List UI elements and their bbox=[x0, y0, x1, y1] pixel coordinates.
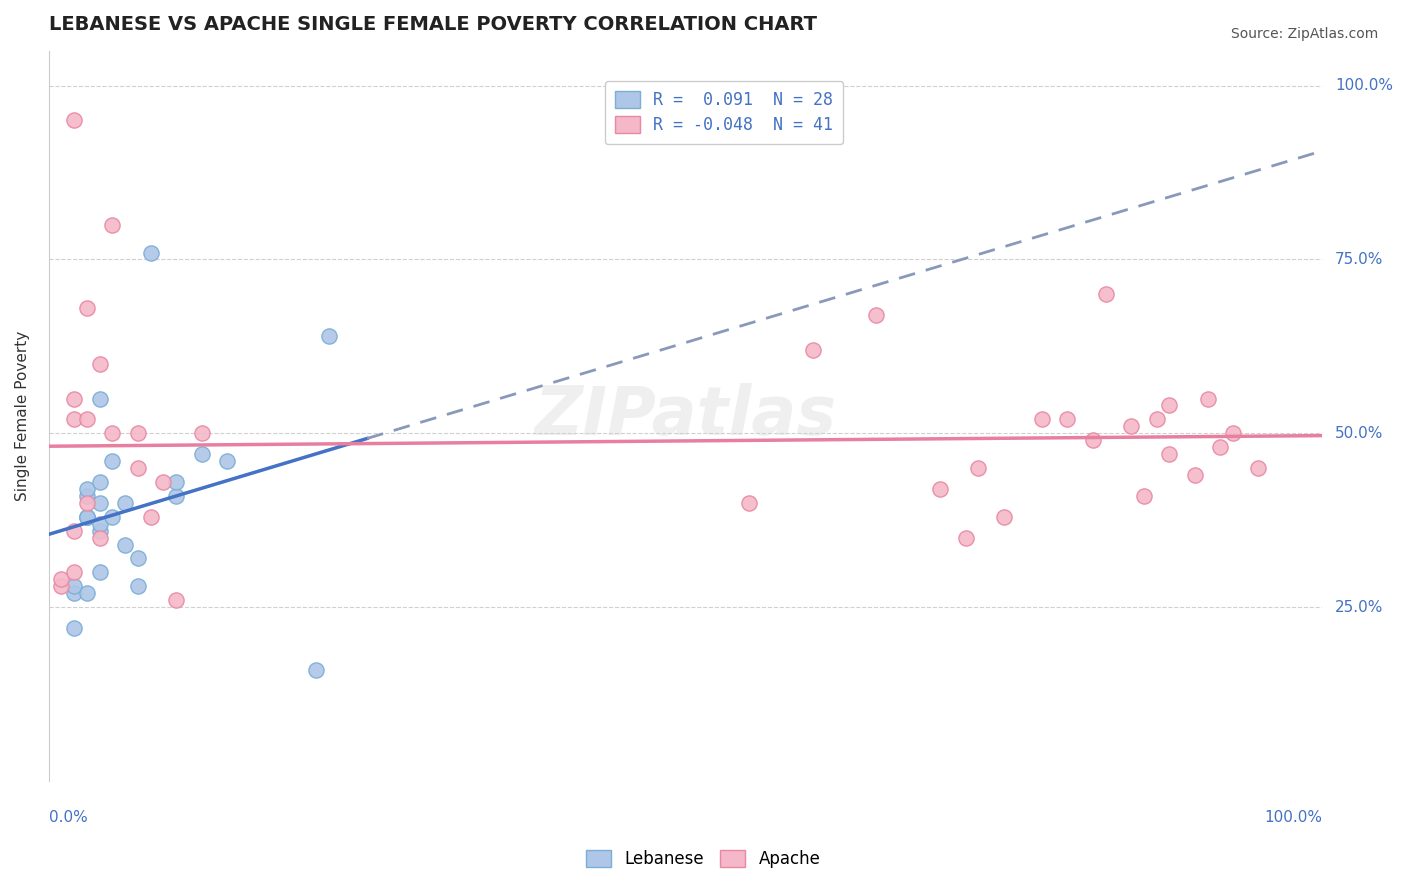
Y-axis label: Single Female Poverty: Single Female Poverty bbox=[15, 331, 30, 501]
Text: 100.0%: 100.0% bbox=[1264, 810, 1322, 825]
Point bbox=[127, 461, 149, 475]
Text: LEBANESE VS APACHE SINGLE FEMALE POVERTY CORRELATION CHART: LEBANESE VS APACHE SINGLE FEMALE POVERTY… bbox=[49, 15, 817, 34]
Point bbox=[1119, 419, 1142, 434]
Point bbox=[152, 475, 174, 489]
Point bbox=[801, 343, 824, 357]
Legend: R =  0.091  N = 28, R = -0.048  N = 41: R = 0.091 N = 28, R = -0.048 N = 41 bbox=[605, 81, 844, 145]
Point bbox=[165, 475, 187, 489]
Point bbox=[76, 482, 98, 496]
Point bbox=[993, 509, 1015, 524]
Text: 50.0%: 50.0% bbox=[1334, 425, 1384, 441]
Point bbox=[89, 566, 111, 580]
Point bbox=[63, 524, 86, 538]
Point bbox=[738, 496, 761, 510]
Point bbox=[101, 218, 124, 232]
Point bbox=[114, 538, 136, 552]
Point bbox=[865, 308, 887, 322]
Point bbox=[63, 392, 86, 406]
Point bbox=[63, 113, 86, 128]
Point bbox=[89, 475, 111, 489]
Point bbox=[190, 426, 212, 441]
Point bbox=[101, 509, 124, 524]
Point bbox=[215, 454, 238, 468]
Point bbox=[63, 579, 86, 593]
Point bbox=[1197, 392, 1219, 406]
Point bbox=[1209, 440, 1232, 454]
Text: 25.0%: 25.0% bbox=[1334, 599, 1384, 615]
Point bbox=[1247, 461, 1270, 475]
Point bbox=[1159, 399, 1181, 413]
Point bbox=[63, 566, 86, 580]
Point bbox=[76, 509, 98, 524]
Point bbox=[127, 426, 149, 441]
Point bbox=[63, 621, 86, 635]
Point bbox=[1094, 287, 1116, 301]
Legend: Lebanese, Apache: Lebanese, Apache bbox=[579, 843, 827, 875]
Text: 75.0%: 75.0% bbox=[1334, 252, 1384, 267]
Point bbox=[76, 496, 98, 510]
Point bbox=[51, 579, 73, 593]
Point bbox=[114, 496, 136, 510]
Point bbox=[51, 572, 73, 586]
Point bbox=[305, 663, 328, 677]
Point bbox=[89, 357, 111, 371]
Point bbox=[76, 586, 98, 600]
Point bbox=[101, 454, 124, 468]
Point bbox=[127, 579, 149, 593]
Text: ZIPatlas: ZIPatlas bbox=[534, 383, 837, 449]
Text: Source: ZipAtlas.com: Source: ZipAtlas.com bbox=[1230, 27, 1378, 41]
Point bbox=[929, 482, 952, 496]
Point bbox=[89, 516, 111, 531]
Point bbox=[1159, 447, 1181, 461]
Point bbox=[1184, 468, 1206, 483]
Point bbox=[89, 524, 111, 538]
Point bbox=[101, 426, 124, 441]
Point bbox=[1056, 412, 1078, 426]
Point bbox=[89, 392, 111, 406]
Point bbox=[63, 586, 86, 600]
Point bbox=[76, 412, 98, 426]
Point bbox=[1133, 489, 1156, 503]
Point bbox=[1081, 434, 1104, 448]
Point bbox=[89, 496, 111, 510]
Point bbox=[318, 329, 340, 343]
Text: 100.0%: 100.0% bbox=[1334, 78, 1393, 93]
Point bbox=[63, 412, 86, 426]
Point bbox=[76, 489, 98, 503]
Point bbox=[139, 509, 162, 524]
Point bbox=[139, 245, 162, 260]
Text: 0.0%: 0.0% bbox=[49, 810, 87, 825]
Point bbox=[76, 301, 98, 315]
Point bbox=[190, 447, 212, 461]
Point bbox=[1146, 412, 1168, 426]
Point bbox=[955, 531, 977, 545]
Point bbox=[76, 509, 98, 524]
Point bbox=[127, 551, 149, 566]
Point bbox=[1222, 426, 1244, 441]
Point bbox=[1031, 412, 1053, 426]
Point bbox=[89, 531, 111, 545]
Point bbox=[165, 489, 187, 503]
Point bbox=[967, 461, 990, 475]
Point bbox=[165, 593, 187, 607]
Point bbox=[76, 509, 98, 524]
